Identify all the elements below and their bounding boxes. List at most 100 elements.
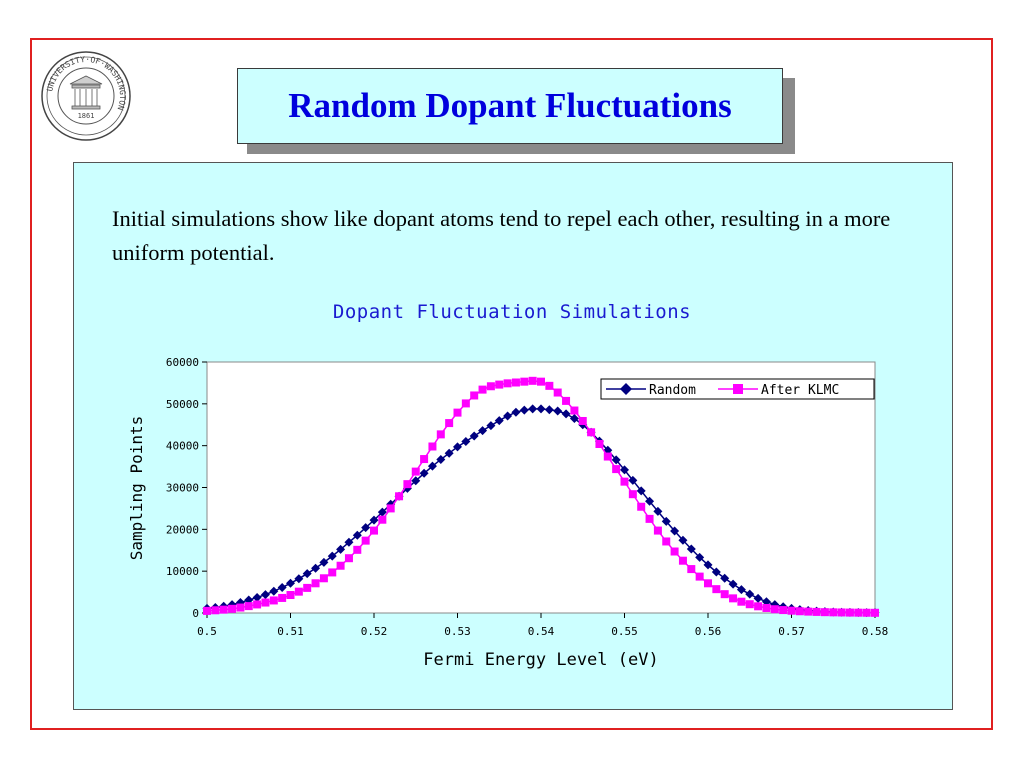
y-tick-label: 30000 — [166, 482, 199, 495]
series-layer — [202, 376, 880, 618]
data-point-random — [569, 413, 579, 423]
data-point-after-klmc — [662, 537, 671, 546]
legend-marker-random — [620, 383, 632, 395]
data-point-random — [311, 563, 321, 573]
data-point-after-klmc — [286, 591, 295, 600]
university-seal-icon: UNIVERSITY·OF·WASHINGTON 1861 — [41, 51, 131, 141]
data-point-random — [761, 597, 771, 607]
data-point-random — [486, 421, 496, 431]
legend: Random After KLMC — [600, 378, 875, 400]
data-point-random — [260, 590, 270, 600]
data-point-random — [645, 496, 655, 506]
data-point-after-klmc — [612, 465, 621, 474]
series-after-klmc — [203, 376, 879, 617]
data-point-after-klmc — [445, 419, 454, 428]
y-tick-label: 10000 — [166, 565, 199, 578]
data-point-after-klmc — [511, 378, 520, 387]
data-point-random — [753, 593, 763, 603]
x-tick-label: 0.52 — [361, 625, 388, 638]
data-point-random — [561, 409, 571, 419]
data-point-after-klmc — [461, 399, 470, 408]
data-point-after-klmc — [695, 572, 704, 581]
data-point-random — [536, 404, 546, 414]
data-point-random — [478, 426, 488, 436]
x-axis: 0.5 0.51 0.52 0.53 0.54 0.55 0.56 0.57 0.58 — [197, 613, 888, 638]
y-axis-label: Sampling Points — [127, 416, 146, 561]
data-point-random — [336, 544, 346, 554]
data-point-after-klmc — [244, 602, 253, 611]
data-point-after-klmc — [862, 608, 871, 617]
data-point-after-klmc — [219, 605, 228, 614]
slide-frame — [30, 38, 993, 730]
data-point-random — [286, 578, 295, 588]
x-tick-label: 0.53 — [444, 625, 471, 638]
x-tick-label: 0.57 — [778, 625, 805, 638]
data-point-random — [444, 448, 454, 458]
data-point-after-klmc — [637, 502, 646, 511]
data-point-after-klmc — [820, 608, 829, 617]
legend-label-random: Random — [649, 383, 696, 398]
data-point-after-klmc — [562, 396, 571, 405]
data-point-random — [494, 416, 504, 426]
data-point-after-klmc — [795, 607, 804, 616]
data-point-random — [678, 535, 688, 545]
data-point-after-klmc — [578, 416, 587, 425]
data-point-after-klmc — [845, 608, 854, 617]
data-point-after-klmc — [687, 565, 696, 574]
data-point-random — [294, 574, 304, 584]
y-tick-label: 50000 — [166, 398, 199, 411]
data-point-random — [620, 465, 629, 475]
data-point-after-klmc — [503, 379, 512, 388]
y-axis: 0 10000 20000 30000 40000 50000 60000 — [166, 356, 207, 620]
data-point-after-klmc — [595, 439, 604, 448]
x-tick-label: 0.51 — [277, 625, 304, 638]
data-point-after-klmc — [762, 603, 771, 612]
data-point-random — [695, 552, 705, 562]
data-point-after-klmc — [411, 467, 420, 476]
data-point-after-klmc — [545, 381, 554, 390]
x-tick-label: 0.54 — [528, 625, 555, 638]
data-point-after-klmc — [278, 593, 287, 602]
data-point-after-klmc — [720, 590, 729, 599]
data-point-after-klmc — [486, 382, 495, 391]
y-tick-label: 0 — [192, 607, 199, 620]
data-point-after-klmc — [837, 608, 846, 617]
data-point-after-klmc — [386, 504, 395, 513]
x-tick-label: 0.55 — [611, 625, 638, 638]
legend-label-after-klmc: After KLMC — [761, 383, 839, 398]
data-point-after-klmc — [829, 608, 838, 617]
data-point-random — [302, 569, 312, 579]
chart-title: Dopant Fluctuation Simulations — [332, 301, 692, 323]
data-point-random — [653, 506, 663, 516]
data-point-after-klmc — [261, 598, 270, 607]
data-point-after-klmc — [478, 385, 487, 394]
data-point-after-klmc — [236, 603, 245, 612]
data-point-after-klmc — [678, 556, 687, 565]
data-point-after-klmc — [737, 597, 746, 606]
data-point-after-klmc — [436, 430, 445, 439]
data-point-random — [745, 589, 755, 599]
data-point-random — [511, 407, 521, 417]
x-tick-label: 0.5 — [197, 625, 217, 638]
x-axis-label: Fermi Energy Level (eV) — [423, 650, 658, 670]
data-point-after-klmc — [253, 600, 262, 609]
intro-text: Initial simulations show like dopant ato… — [112, 206, 891, 265]
data-point-after-klmc — [420, 455, 429, 464]
x-tick-label: 0.58 — [862, 625, 889, 638]
data-point-random — [427, 461, 437, 471]
data-point-random — [736, 585, 746, 595]
data-point-after-klmc — [804, 607, 813, 616]
data-point-after-klmc — [228, 604, 237, 613]
data-point-random — [611, 455, 621, 465]
data-point-after-klmc — [603, 452, 612, 461]
data-point-random — [461, 436, 471, 446]
data-point-after-klmc — [754, 602, 763, 611]
data-point-after-klmc — [745, 600, 754, 609]
data-point-random — [377, 507, 387, 517]
y-tick-label: 20000 — [166, 523, 199, 536]
data-point-random — [628, 475, 638, 485]
seal-year: 1861 — [78, 112, 95, 120]
data-point-random — [503, 411, 513, 421]
data-point-random — [269, 586, 279, 596]
